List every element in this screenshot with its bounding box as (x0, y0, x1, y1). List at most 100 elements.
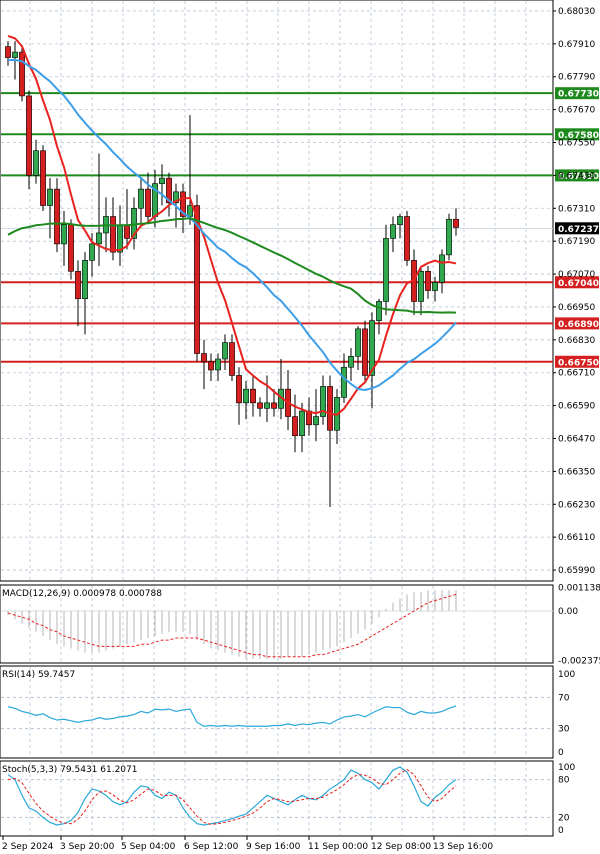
candle-body-1 (12, 51, 18, 58)
candle-body-0 (5, 46, 11, 58)
candle-body-38 (271, 402, 277, 409)
level-label-box-3 (555, 276, 599, 289)
candle-body-22 (159, 177, 165, 184)
candles (5, 41, 459, 508)
candle-body-25 (180, 191, 186, 217)
price-tick-label-7: 0.67190 (558, 237, 595, 247)
ma-slow-green (7, 217, 457, 314)
macd-tick-2: -0.002375 (558, 656, 600, 666)
candle-body-9 (68, 224, 74, 272)
stoch-tick-2: 20 (558, 813, 570, 823)
candle-body-5 (40, 150, 46, 206)
panel-frame-2 (0, 665, 554, 759)
candle-body-20 (145, 188, 151, 217)
price-tick-label-8: 0.67070 (558, 270, 595, 280)
time-axis: 2 Sep 2024 3 Sep 20:00 5 Sep 04:00 6 Sep 12… (2, 836, 493, 852)
candle-body-46 (327, 386, 333, 431)
level-label-0: 0.67730 (558, 90, 599, 100)
candle-body-45 (320, 386, 326, 417)
candle-body-41 (292, 416, 298, 437)
candle-body-50 (355, 328, 361, 357)
stoch-k-line (7, 766, 457, 826)
time-tick-label-1: 3 Sep 20:00 (60, 842, 115, 852)
level-label-5: 0.66750 (558, 358, 599, 368)
candle-body-52 (369, 320, 375, 376)
stoch-label: Stoch(5,3,3) 79.5431 61.2071 (2, 765, 137, 775)
rsi-panel: RSI(14) 59.7457 100 70 30 0 (1, 670, 575, 758)
ma-fast-red (7, 35, 457, 416)
price-tick-label-0: 0.68030 (558, 7, 595, 17)
price-tick-label-3: 0.67670 (558, 106, 595, 116)
candle-body-30 (215, 358, 221, 371)
candle-body-23 (166, 177, 172, 204)
price-tick-label-9: 0.66950 (558, 303, 595, 313)
time-tick-label-0: 2 Sep 2024 (2, 842, 54, 852)
stoch-panel: Stoch(5,3,3) 79.5431 61.2071 100 80 20 0 (1, 763, 575, 836)
price-tick-label-17: 0.65990 (558, 566, 595, 576)
time-tick-label-5: 11 Sep 00:00 (308, 842, 368, 852)
level-label-box-1 (555, 128, 599, 141)
candle-body-32 (229, 342, 235, 376)
candle-body-35 (250, 388, 256, 404)
candle-body-60 (425, 271, 431, 291)
candle-body-34 (243, 388, 249, 404)
candle-body-11 (82, 260, 88, 300)
price-tick-label-2: 0.67790 (558, 73, 595, 83)
candle-body-15 (110, 216, 116, 253)
chart-grid (1, 1, 552, 835)
candle-body-6 (47, 188, 53, 206)
price-tick-label-15: 0.66230 (558, 500, 595, 510)
stoch-tick-1: 80 (558, 776, 570, 786)
rsi-tick-2: 30 (558, 725, 570, 735)
candle-body-62 (439, 254, 445, 283)
level-label-1: 0.67580 (558, 131, 599, 141)
candle-body-28 (201, 353, 207, 363)
macd-signal-line (7, 593, 457, 658)
price-tick-label-4: 0.67550 (558, 139, 595, 149)
time-tick-label-6: 12 Sep 08:00 (371, 842, 431, 852)
macd-label: MACD(12,26,9) 0.000978 0.000788 (2, 589, 162, 599)
candle-body-37 (264, 402, 270, 409)
level-label-4: 0.66890 (558, 320, 599, 330)
current-price-box (555, 222, 599, 235)
candle-body-61 (432, 281, 438, 291)
candle-body-31 (222, 342, 228, 360)
candle-body-63 (446, 218, 452, 256)
time-tick-label-7: 13 Sep 16:00 (433, 842, 493, 852)
candle-body-33 (236, 375, 242, 404)
candle-body-8 (61, 224, 67, 245)
rsi-tick-3: 0 (558, 748, 564, 758)
stoch-tick-0: 100 (558, 763, 575, 773)
candle-body-48 (341, 366, 347, 398)
moving-averages (7, 35, 457, 416)
price-tick-label-1: 0.67910 (558, 40, 595, 50)
level-label-box-4 (555, 317, 599, 330)
candle-body-3 (26, 95, 32, 176)
macd-tick-1: 0.00 (558, 607, 578, 617)
price-tick-label-16: 0.66110 (558, 533, 595, 543)
rsi-tick-0: 100 (558, 670, 575, 680)
candle-body-13 (96, 232, 102, 245)
price-tick-label-12: 0.66590 (558, 402, 595, 412)
candle-body-51 (362, 328, 368, 376)
price-tick-label-13: 0.66470 (558, 434, 595, 444)
current-price-label: 0.67237 (558, 225, 599, 235)
candle-body-29 (208, 361, 214, 371)
candle-body-53 (376, 301, 382, 321)
ma-mid-blue (7, 58, 457, 391)
rsi-line (7, 705, 457, 727)
candle-body-10 (75, 271, 81, 300)
candle-body-24 (173, 191, 179, 204)
chart-panels (0, 0, 554, 837)
price-tick-label-11: 0.66710 (558, 369, 595, 379)
price-tick-label-6: 0.67310 (558, 204, 595, 214)
candle-body-57 (404, 216, 410, 261)
price-levels: 0.67730 0.67580 0.67430 0.67040 0.66890 0.667… (1, 87, 599, 368)
candle-body-12 (89, 243, 95, 261)
candle-body-44 (313, 416, 319, 426)
candle-body-26 (187, 205, 193, 217)
candle-body-55 (390, 224, 396, 239)
time-tick-label-4: 9 Sep 16:00 (246, 842, 301, 852)
candle-body-17 (124, 224, 130, 239)
